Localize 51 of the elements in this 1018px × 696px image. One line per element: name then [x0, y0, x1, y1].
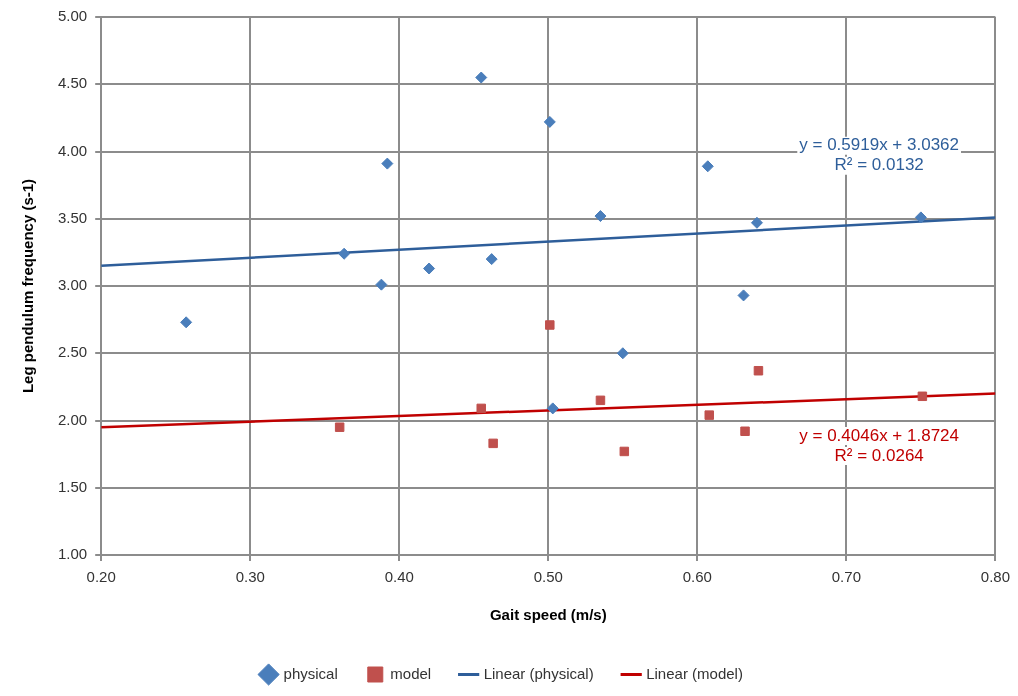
y-tick-label: 2.50 [57, 343, 88, 361]
point [737, 289, 750, 302]
annotation: y = 0.4046x + 1.8724 [799, 425, 960, 445]
annotation: R² = 0.0132 [834, 155, 924, 175]
point [701, 160, 714, 173]
y-tick-label: 5.00 [57, 7, 88, 25]
point [595, 395, 606, 406]
x-tick-label: 0.80 [980, 568, 1010, 586]
point [616, 347, 629, 360]
y-tick-label: 1.00 [57, 545, 88, 563]
point [740, 426, 750, 436]
y-tick-label: 1.50 [57, 477, 88, 495]
point [704, 410, 714, 420]
x-axis-title: Gait speed (m/s) [489, 606, 607, 624]
legend-label: Linear (physical) [483, 664, 594, 682]
x-tick-label: 0.40 [384, 568, 414, 586]
point [619, 446, 630, 457]
point [485, 253, 498, 266]
point [488, 438, 498, 449]
y-axis-title: Leg pendulum frequency (s-1) [19, 178, 37, 394]
point [334, 422, 345, 432]
point [753, 365, 764, 376]
y-tick-label: 4.50 [57, 74, 88, 92]
point [917, 391, 928, 402]
y-tick-label: 2.00 [57, 410, 88, 428]
point [914, 211, 927, 224]
y-tick-label: 4.00 [57, 141, 88, 159]
point [180, 316, 193, 329]
x-tick-label: 0.50 [533, 568, 563, 586]
legend-label: Linear (model) [646, 664, 743, 682]
y-tick-label: 3.00 [57, 276, 88, 294]
point [545, 320, 555, 330]
point [546, 402, 559, 415]
annotation: y = 0.5919x + 3.0362 [799, 135, 960, 155]
point [475, 71, 488, 84]
legend-label: physical [283, 664, 338, 682]
x-tick-label: 0.20 [86, 568, 116, 586]
x-tick-label: 0.60 [682, 568, 712, 586]
x-tick-label: 0.30 [235, 568, 265, 586]
point [476, 403, 486, 414]
point [338, 247, 351, 260]
point [423, 262, 436, 275]
x-tick-label: 0.70 [831, 568, 861, 586]
point [594, 210, 607, 223]
point [750, 216, 763, 229]
annotation: R² = 0.0264 [834, 445, 924, 465]
point [381, 157, 394, 170]
point [543, 115, 556, 128]
point [375, 278, 388, 291]
legend-label: model [390, 664, 432, 682]
y-tick-label: 3.50 [57, 208, 88, 226]
